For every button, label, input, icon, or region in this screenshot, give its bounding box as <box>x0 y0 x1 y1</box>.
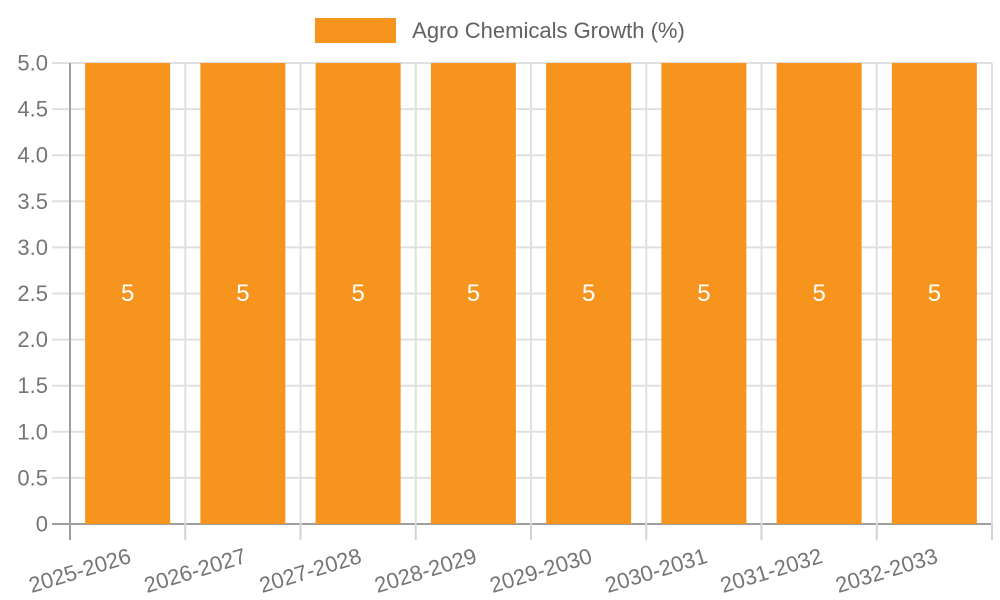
y-tick-label: 4.0 <box>17 143 48 168</box>
bar[interactable] <box>891 63 977 524</box>
bar-value-label: 5 <box>121 280 134 307</box>
bar[interactable] <box>776 63 862 524</box>
bar[interactable] <box>200 63 286 524</box>
bar-value-label: 5 <box>582 280 595 307</box>
bar[interactable] <box>546 63 632 524</box>
y-tick-label: 4.5 <box>17 97 48 122</box>
bar-value-label: 5 <box>351 280 364 307</box>
bar[interactable] <box>315 63 401 524</box>
bar-value-label: 5 <box>236 280 249 307</box>
x-tick-label: 2032-2033 <box>833 543 941 598</box>
y-tick-label: 2.5 <box>17 281 48 306</box>
bar[interactable] <box>85 63 171 524</box>
y-tick-label: 2.0 <box>17 327 48 352</box>
y-tick-label: 5.0 <box>17 51 48 76</box>
bar-value-label: 5 <box>697 280 710 307</box>
bar[interactable] <box>430 63 516 524</box>
y-tick-label: 3.5 <box>17 189 48 214</box>
x-tick-label: 2030-2031 <box>602 543 710 598</box>
legend[interactable]: Agro Chemicals Growth (%) <box>0 17 1000 44</box>
y-tick-label: 0.5 <box>17 465 48 490</box>
bar[interactable] <box>661 63 747 524</box>
y-tick-label: 3.0 <box>17 235 48 260</box>
x-tick-label: 2029-2030 <box>487 543 595 598</box>
bar-value-label: 5 <box>928 280 941 307</box>
x-tick-label: 2028-2029 <box>372 543 480 598</box>
x-tick-label: 2027-2028 <box>256 543 364 598</box>
y-tick-label: 1.0 <box>17 419 48 444</box>
y-tick-label: 1.5 <box>17 373 48 398</box>
x-tick-label: 2031-2032 <box>717 543 825 598</box>
x-tick-label: 2026-2027 <box>141 543 249 598</box>
legend-label: Agro Chemicals Growth (%) <box>412 18 685 43</box>
y-tick-label: 0 <box>36 512 48 537</box>
x-tick-label: 2025-2026 <box>26 543 134 598</box>
legend-swatch <box>315 18 397 43</box>
bar-value-label: 5 <box>467 280 480 307</box>
bar-value-label: 5 <box>812 280 825 307</box>
